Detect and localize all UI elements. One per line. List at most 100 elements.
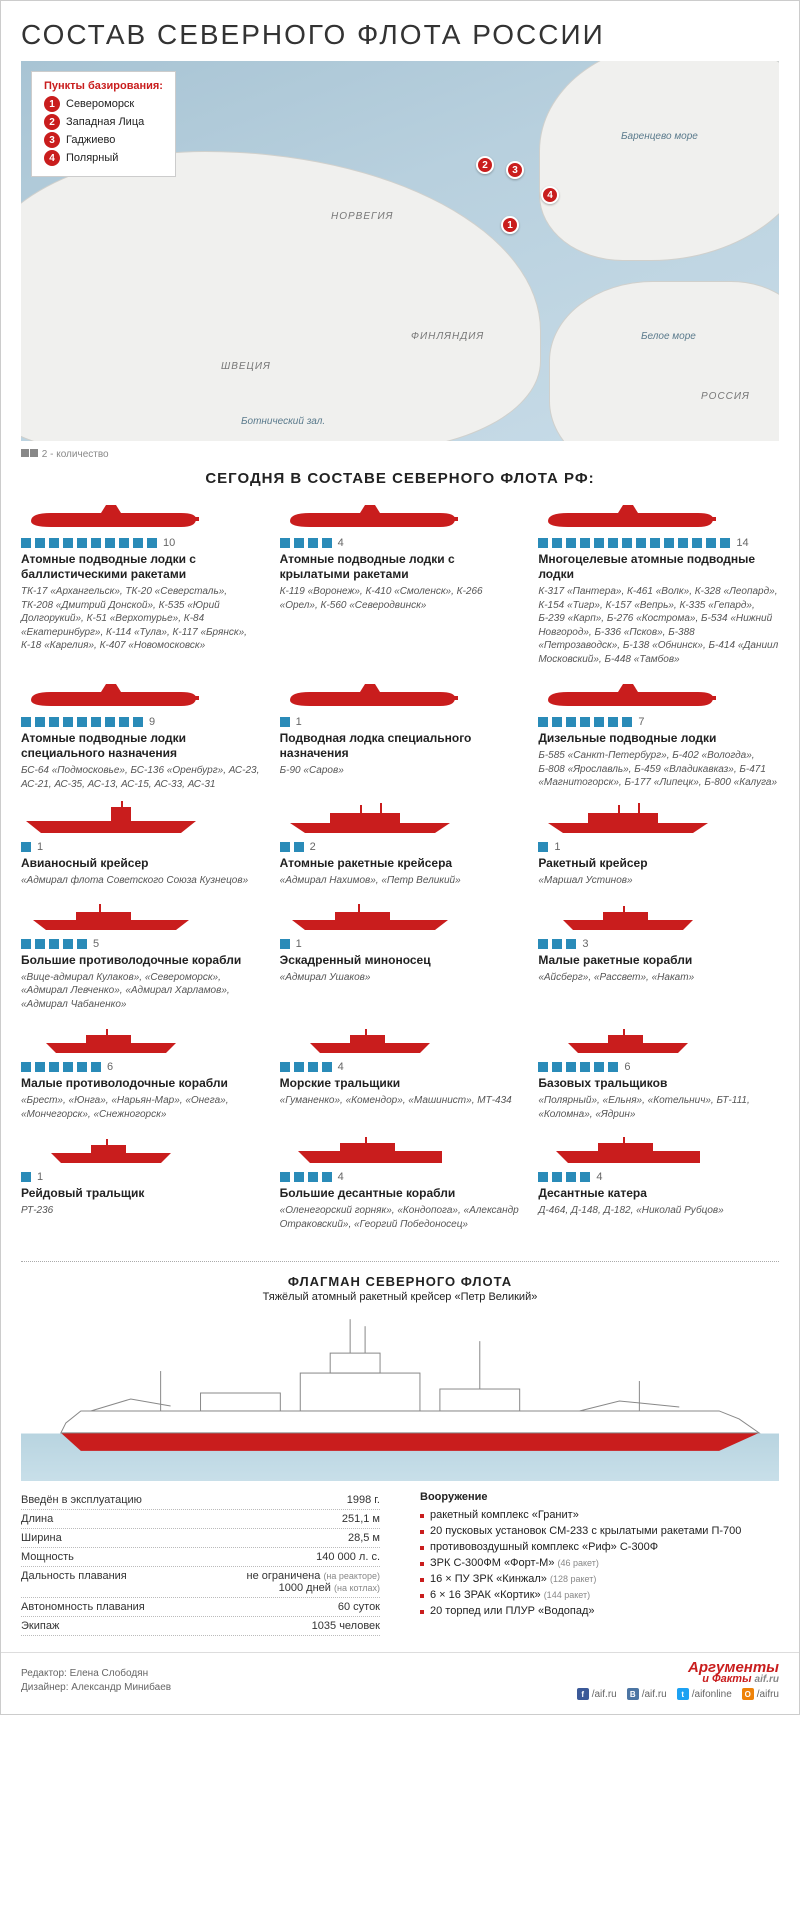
map-pin: 3 — [506, 161, 524, 179]
fleet-category: 4Морские тральщики«Гуманенко», «Комендор… — [280, 1021, 521, 1121]
arms-item: 6 × 16 ЗРАК «Кортик» (144 ракет) — [420, 1587, 779, 1603]
count-row: 1 — [538, 841, 779, 853]
ship-silhouette — [538, 497, 718, 533]
fleet-category: 3Малые ракетные корабли«Айсберг», «Рассв… — [538, 898, 779, 1012]
ship-silhouette — [280, 898, 460, 934]
sea-label: Баренцево море — [621, 131, 698, 142]
category-title: Атомные подводные лодки с баллистическим… — [21, 552, 262, 582]
category-title: Многоцелевые атомные подводные лодки — [538, 552, 779, 582]
flagship-title: ФЛАГМАН СЕВЕРНОГО ФЛОТА — [21, 1274, 779, 1289]
category-title: Базовых тральщиков — [538, 1076, 779, 1091]
category-title: Авианосный крейсер — [21, 856, 262, 871]
ship-silhouette — [21, 497, 201, 533]
fleet-grid: 10 Атомные подводные лодки с баллистическ… — [1, 493, 799, 1251]
category-items: «Маршал Устинов» — [538, 874, 779, 888]
map-pin: 1 — [501, 216, 519, 234]
quantity-note: 2 - количество — [1, 441, 799, 460]
arms-title: Вооружение — [420, 1491, 779, 1503]
category-title: Ракетный крейсер — [538, 856, 779, 871]
ship-silhouette — [538, 676, 718, 712]
ship-silhouette — [21, 1021, 201, 1057]
category-title: Большие десантные корабли — [280, 1186, 521, 1201]
count-row: 9 — [21, 716, 262, 728]
ship-silhouette — [538, 801, 718, 837]
category-title: Морские тральщики — [280, 1076, 521, 1091]
category-items: К-317 «Пантера», К-461 «Волк», К-328 «Ле… — [538, 585, 779, 666]
category-items: РТ-236 — [21, 1204, 262, 1218]
social-icon: O — [742, 1688, 754, 1700]
category-items: «Полярный», «Ельня», «Котельнич», БТ-111… — [538, 1094, 779, 1121]
fleet-category: 1Эскадренный миноносец«Адмирал Ушаков» — [280, 898, 521, 1012]
category-items: «Адмирал Ушаков» — [280, 971, 521, 985]
category-items: «Адмирал флота Советского Союза Кузнецов… — [21, 874, 262, 888]
ship-silhouette — [538, 898, 718, 934]
legend-row: 2Западная Лица — [44, 114, 163, 130]
ship-silhouette — [21, 676, 201, 712]
social-link[interactable]: B/aif.ru — [627, 1688, 667, 1700]
fleet-category: 4Десантные катераД-464, Д-148, Д-182, «Н… — [538, 1131, 779, 1231]
arms-item: ЗРК С-300ФМ «Форт-М» (46 ракет) — [420, 1555, 779, 1571]
fleet-category: 1Рейдовый тральщикРТ-236 — [21, 1131, 262, 1231]
section-title: СЕГОДНЯ В СОСТАВЕ СЕВЕРНОГО ФЛОТА РФ: — [1, 460, 799, 493]
count-row: 1 — [21, 841, 262, 853]
spec-row: Длина251,1 м — [21, 1510, 380, 1529]
ship-silhouette — [21, 898, 201, 934]
count-row: 4 — [280, 537, 521, 549]
ship-silhouette — [280, 1021, 460, 1057]
social-link[interactable]: f/aif.ru — [577, 1688, 617, 1700]
count-row: 10 — [21, 537, 262, 549]
spec-row: Дальность плаванияне ограничена (на реак… — [21, 1567, 380, 1598]
ship-silhouette — [21, 801, 201, 837]
pin-icon: 3 — [44, 132, 60, 148]
category-items: «Вице-адмирал Кулаков», «Североморск», «… — [21, 971, 262, 1012]
fleet-category: 4Большие десантные корабли«Оленегорский … — [280, 1131, 521, 1231]
count-row: 1 — [280, 938, 521, 950]
map-legend: Пункты базирования: 1Североморск2Западна… — [31, 71, 176, 177]
social-link[interactable]: O/aifru — [742, 1688, 779, 1700]
spec-row: Мощность140 000 л. с. — [21, 1548, 380, 1567]
flagship-silhouette — [21, 1311, 779, 1481]
fleet-category: 14 Многоцелевые атомные подводные лодкиК-… — [538, 497, 779, 666]
category-title: Десантные катера — [538, 1186, 779, 1201]
fleet-category: 1Подводная лодка специального назначения… — [280, 676, 521, 791]
flagship-subtitle: Тяжёлый атомный ракетный крейсер «Петр В… — [21, 1291, 779, 1303]
map: НОРВЕГИЯШВЕЦИЯФИНЛЯНДИЯРОССИЯБаренцево м… — [21, 61, 779, 441]
arms-item: ракетный комплекс «Гранит» — [420, 1507, 779, 1523]
spec-row: Введён в эксплуатацию1998 г. — [21, 1491, 380, 1510]
fleet-category: 6Базовых тральщиков«Полярный», «Ельня», … — [538, 1021, 779, 1121]
category-title: Атомные ракетные крейсера — [280, 856, 521, 871]
map-pin: 4 — [541, 186, 559, 204]
count-row: 5 — [21, 938, 262, 950]
count-row: 14 — [538, 537, 779, 549]
count-row: 2 — [280, 841, 521, 853]
flagship-section: ФЛАГМАН СЕВЕРНОГО ФЛОТА Тяжёлый атомный … — [21, 1261, 779, 1481]
spec-row: Ширина28,5 м — [21, 1529, 380, 1548]
count-row: 4 — [280, 1171, 521, 1183]
count-row: 1 — [21, 1171, 262, 1183]
category-items: Б-90 «Саров» — [280, 764, 521, 778]
flagship-specs: Введён в эксплуатацию1998 г.Длина251,1 м… — [1, 1481, 799, 1652]
spec-row: Автономность плавания60 суток — [21, 1598, 380, 1617]
count-row: 3 — [538, 938, 779, 950]
arms-item: противовоздушный комплекс «Риф» С-300Ф — [420, 1539, 779, 1555]
fleet-category: 1 Ракетный крейсер «Маршал Устинов» — [538, 801, 779, 888]
map-pin: 2 — [476, 156, 494, 174]
category-items: К-119 «Воронеж», К-410 «Смоленск», К-266… — [280, 585, 521, 612]
category-items: «Брест», «Юнга», «Нарьян-Мар», «Онега», … — [21, 1094, 262, 1121]
ship-silhouette — [538, 1021, 718, 1057]
pin-icon: 2 — [44, 114, 60, 130]
ship-silhouette — [280, 497, 460, 533]
category-title: Атомные подводные лодки с крылатыми раке… — [280, 552, 521, 582]
ship-silhouette — [280, 1131, 460, 1167]
fleet-category: 4 Атомные подводные лодки с крылатыми рак… — [280, 497, 521, 666]
spec-row: Экипаж1035 человек — [21, 1617, 380, 1636]
social-link[interactable]: t/aifonline — [677, 1688, 732, 1700]
category-items: Д-464, Д-148, Д-182, «Николай Рубцов» — [538, 1204, 779, 1218]
count-row: 1 — [280, 716, 521, 728]
count-row: 7 — [538, 716, 779, 728]
fleet-category: 5 Большие противолодочные корабли «Вице-ад… — [21, 898, 262, 1012]
fleet-category: 2Атомные ракетные крейсера«Адмирал Нахим… — [280, 801, 521, 888]
country-label: ФИНЛЯНДИЯ — [411, 331, 484, 342]
category-title: Дизельные подводные лодки — [538, 731, 779, 746]
category-title: Большие противолодочные корабли — [21, 953, 262, 968]
